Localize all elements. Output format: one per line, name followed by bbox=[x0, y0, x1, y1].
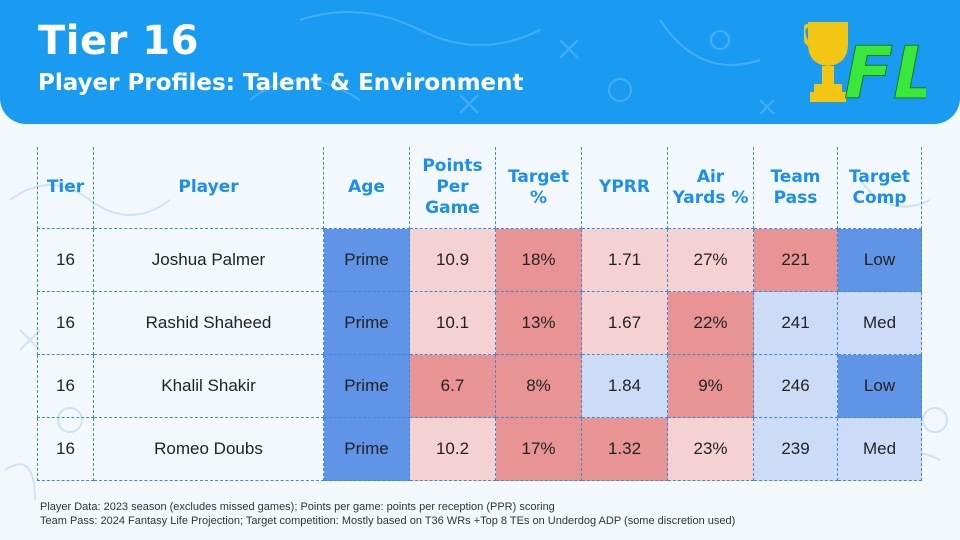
cell-air-yards-pct: 22% bbox=[667, 291, 754, 355]
cell-age: Prime bbox=[323, 417, 410, 481]
cell-target-comp: Med bbox=[837, 417, 922, 481]
page-title: Tier 16 bbox=[38, 18, 199, 64]
logo-text: FL bbox=[844, 31, 926, 108]
cell-age: Prime bbox=[323, 228, 410, 292]
cell-player: Rashid Shaheed bbox=[93, 291, 324, 355]
cell-target-pct: 18% bbox=[495, 228, 582, 292]
table-row: 16 Romeo Doubs Prime 10.2 17% 1.32 23% 2… bbox=[37, 417, 922, 481]
table-row: 16 Khalil Shakir Prime 6.7 8% 1.84 9% 24… bbox=[37, 354, 922, 418]
cell-player: Khalil Shakir bbox=[93, 354, 324, 418]
cell-team-pass: 246 bbox=[753, 354, 838, 418]
fantasy-life-logo: FL bbox=[804, 22, 926, 108]
cell-team-pass: 239 bbox=[753, 417, 838, 481]
cell-target-comp: Low bbox=[837, 228, 922, 292]
cell-tier: 16 bbox=[37, 417, 94, 481]
player-profiles-table: Tier Player Age Points Per Game Target% YP… bbox=[37, 147, 922, 481]
table-row: 16 Rashid Shaheed Prime 10.1 13% 1.67 22… bbox=[37, 291, 922, 355]
cell-tier: 16 bbox=[37, 354, 94, 418]
cell-ppg: 6.7 bbox=[409, 354, 496, 418]
cell-ppg: 10.1 bbox=[409, 291, 496, 355]
col-header-yprr: YPRR bbox=[581, 147, 668, 229]
cell-yprr: 1.84 bbox=[581, 354, 668, 418]
trophy-icon bbox=[804, 22, 848, 102]
cell-yprr: 1.32 bbox=[581, 417, 668, 481]
cell-air-yards-pct: 27% bbox=[667, 228, 754, 292]
cell-target-comp: Med bbox=[837, 291, 922, 355]
table-header-row: Tier Player Age Points Per Game Target% YP… bbox=[37, 147, 922, 229]
footnotes: Player Data: 2023 season (excludes misse… bbox=[40, 500, 735, 528]
cell-player: Joshua Palmer bbox=[93, 228, 324, 292]
col-header-age: Age bbox=[323, 147, 410, 229]
cell-team-pass: 221 bbox=[753, 228, 838, 292]
cell-ppg: 10.2 bbox=[409, 417, 496, 481]
col-header-target-comp: Target Comp bbox=[837, 147, 922, 229]
footnote-team-pass: Team Pass: 2024 Fantasy Life Projection;… bbox=[40, 515, 736, 527]
cell-air-yards-pct: 9% bbox=[667, 354, 754, 418]
cell-target-comp: Low bbox=[837, 354, 922, 418]
cell-air-yards-pct: 23% bbox=[667, 417, 754, 481]
cell-tier: 16 bbox=[37, 228, 94, 292]
cell-target-pct: 8% bbox=[495, 354, 582, 418]
footnote-player-data: Player Data: 2023 season (excludes misse… bbox=[40, 501, 555, 513]
col-header-team-pass: Team Pass bbox=[753, 147, 838, 229]
col-header-tier: Tier bbox=[37, 147, 94, 229]
cell-tier: 16 bbox=[37, 291, 94, 355]
cell-age: Prime bbox=[323, 354, 410, 418]
cell-yprr: 1.71 bbox=[581, 228, 668, 292]
col-header-points-per-game: Points Per Game bbox=[409, 147, 496, 229]
cell-ppg: 10.9 bbox=[409, 228, 496, 292]
page-subtitle: Player Profiles: Talent & Environment bbox=[38, 70, 524, 96]
cell-target-pct: 13% bbox=[495, 291, 582, 355]
header-banner: Tier 16 Player Profiles: Talent & Enviro… bbox=[0, 0, 960, 124]
cell-target-pct: 17% bbox=[495, 417, 582, 481]
header-playbook-doodles bbox=[249, 11, 775, 115]
col-header-air-yards-pct: Air Yards % bbox=[667, 147, 754, 229]
col-header-player: Player bbox=[93, 147, 324, 229]
cell-player: Romeo Doubs bbox=[93, 417, 324, 481]
cell-age: Prime bbox=[323, 291, 410, 355]
table-row: 16 Joshua Palmer Prime 10.9 18% 1.71 27%… bbox=[37, 228, 922, 292]
cell-team-pass: 241 bbox=[753, 291, 838, 355]
cell-yprr: 1.67 bbox=[581, 291, 668, 355]
col-header-target-pct: Target% bbox=[495, 147, 582, 229]
